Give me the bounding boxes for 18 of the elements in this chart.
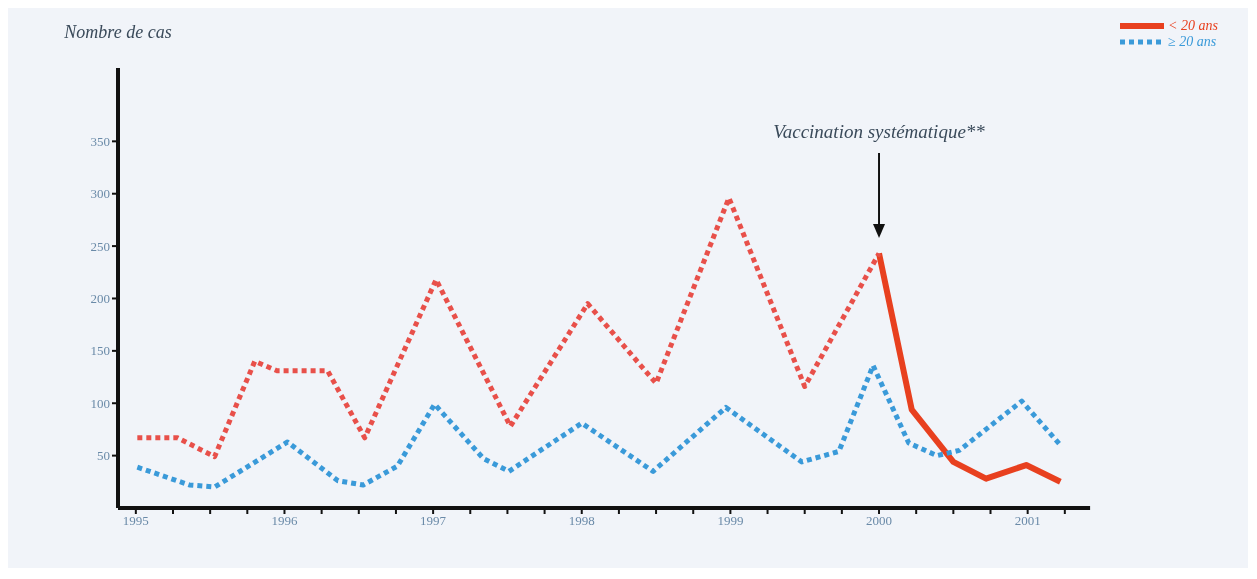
y-tick-label: 50: [97, 448, 110, 464]
y-tick-label: 250: [90, 238, 110, 254]
x-tick-label: 2001: [1014, 513, 1041, 529]
legend-label: < 20 ans: [1168, 18, 1218, 34]
x-tick-label: 1995: [122, 513, 149, 529]
y-tick-label: 100: [90, 395, 110, 411]
x-tick-label: 1997: [420, 513, 447, 529]
y-tick-label: 200: [90, 291, 110, 307]
y-tick-label: 350: [90, 133, 110, 149]
y-tick-label: 150: [90, 343, 110, 359]
y-tick-label: 300: [90, 186, 110, 202]
x-tick-label: 2000: [866, 513, 893, 529]
y-axis-title: Nombre de cas: [63, 22, 172, 42]
x-tick-label: 1998: [568, 513, 595, 529]
x-tick-label: 1996: [271, 513, 298, 529]
x-tick-label: 1999: [717, 513, 744, 529]
ref-line-label: Vaccination systématique**: [773, 121, 986, 142]
legend-label: ≥ 20 ans: [1168, 34, 1217, 50]
